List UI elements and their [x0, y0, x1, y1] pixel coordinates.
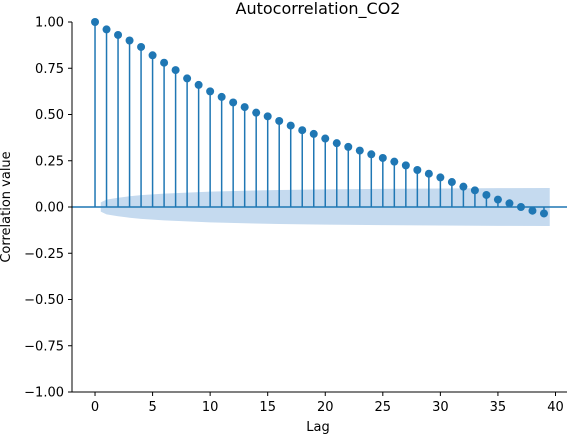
chart-title: Autocorrelation_CO2	[236, 0, 401, 19]
y-tick-label: 1.00	[35, 16, 64, 31]
stem-marker-lag-29	[424, 169, 433, 178]
x-axis-label: Lag	[306, 420, 329, 435]
stem-marker-lag-10	[206, 87, 215, 96]
stem-marker-lag-28	[413, 166, 422, 174]
x-tick-label: 40	[547, 400, 564, 415]
y-tick-label: −0.75	[24, 339, 64, 354]
stem-marker-lag-9	[194, 80, 203, 89]
stem-marker-lag-1	[102, 25, 111, 34]
x-tick-label: 20	[317, 400, 334, 415]
x-tick-label: 10	[202, 400, 219, 415]
stem-marker-lag-24	[367, 150, 376, 159]
stem-marker-lag-27	[401, 161, 410, 170]
stem-marker-lag-25	[378, 153, 387, 162]
stem-marker-lag-14	[252, 108, 261, 117]
stem-marker-lag-32	[459, 182, 468, 191]
y-tick-label: −0.50	[24, 293, 64, 308]
stem-marker-lag-3	[125, 36, 134, 45]
stem-marker-lag-8	[183, 74, 192, 83]
y-tick-label: 0.25	[35, 154, 64, 169]
stem-marker-lag-20	[321, 134, 330, 143]
stem-marker-lag-18	[298, 126, 307, 135]
stem-marker-lag-31	[447, 178, 456, 187]
stems	[72, 18, 567, 218]
stem-marker-lag-38	[528, 206, 537, 215]
stem-marker-lag-17	[286, 121, 295, 130]
x-tick-label: 5	[148, 400, 156, 415]
stem-marker-lag-39	[539, 209, 548, 218]
stem-marker-lag-4	[137, 42, 146, 51]
stem-marker-lag-33	[470, 186, 479, 195]
stem-marker-lag-19	[309, 129, 318, 138]
x-tick-label: 30	[432, 400, 449, 415]
stem-marker-lag-15	[263, 112, 272, 121]
y-tick-label: 0.50	[35, 108, 64, 123]
stem-marker-lag-5	[148, 51, 157, 60]
stem-marker-lag-23	[355, 146, 364, 155]
stem-marker-lag-13	[240, 103, 249, 112]
x-tick-label: 15	[259, 400, 276, 415]
stem-marker-lag-7	[171, 66, 180, 75]
stem-marker-lag-16	[275, 116, 284, 125]
stem-marker-lag-6	[160, 58, 169, 67]
stem-marker-lag-22	[344, 142, 353, 151]
stem-marker-lag-11	[217, 92, 226, 101]
x-tick-label: 35	[490, 400, 507, 415]
x-tick-label: 25	[375, 400, 392, 415]
axes: −1.00 −0.75 −0.50 −0.25 0.00 0.25 0.50 0.75 1.00…	[24, 16, 567, 415]
y-tick-label: −0.25	[24, 247, 64, 262]
stem-marker-lag-30	[436, 173, 445, 182]
y-tick-label: 0.00	[35, 201, 64, 216]
stem-marker-lag-12	[229, 98, 238, 107]
stem-marker-lag-21	[332, 139, 341, 148]
y-axis-label: Correlation value	[0, 151, 14, 262]
stem-marker-lag-36	[505, 199, 514, 208]
stem-marker-lag-26	[390, 157, 399, 166]
stem-marker-lag-35	[493, 195, 502, 204]
stem-marker-lag-2	[114, 30, 123, 39]
y-tick-label: 0.75	[35, 62, 64, 77]
stem-marker-lag-37	[516, 203, 525, 211]
x-tick-label: 0	[91, 400, 99, 415]
y-tick-label: −1.00	[24, 386, 64, 401]
stem-marker-lag-0	[91, 18, 100, 26]
stem-marker-lag-34	[482, 190, 491, 199]
